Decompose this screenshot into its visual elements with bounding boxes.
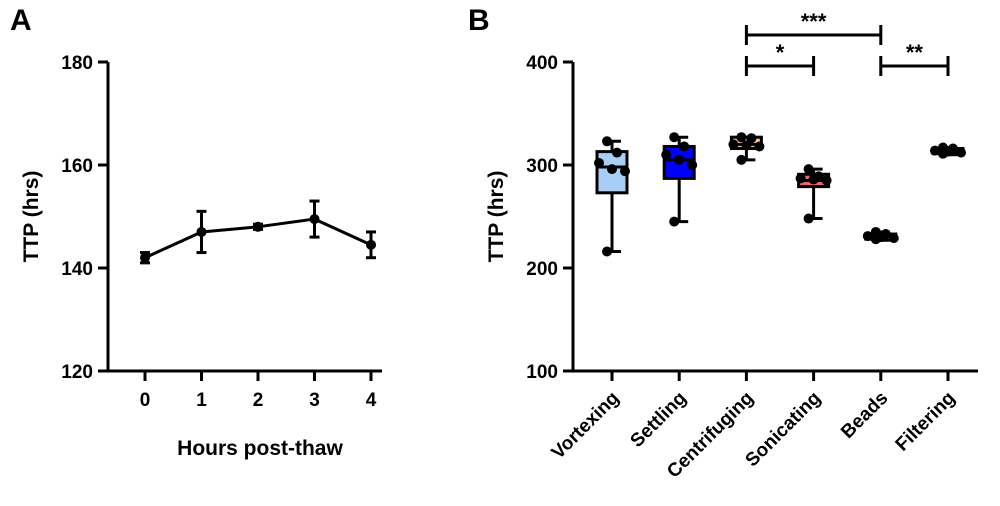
sig-label: *: [776, 40, 785, 65]
x-tick-label: 0: [140, 390, 151, 411]
data-point: [736, 154, 747, 165]
data-point: [607, 164, 617, 175]
x-tick-label: 4: [366, 390, 377, 411]
data-point: [687, 160, 698, 170]
x-tick-label: 2: [253, 390, 264, 411]
data-point: [930, 145, 940, 156]
y-axis-label: TTP (hrs): [20, 171, 43, 263]
x-axis-label: Hours post-thaw: [177, 437, 343, 460]
x-category-label: Vortexing: [548, 388, 624, 464]
x-category-label: Beads: [837, 388, 892, 443]
chart-a: 120 140 160 180 0 1 2 3 4 TTP (hrs) Hours post-tha…: [20, 53, 382, 460]
data-point: [620, 166, 630, 177]
y-tick-label: 120: [61, 362, 93, 383]
data-point: [754, 141, 765, 152]
y-tick-label: 400: [526, 53, 558, 74]
sig-label: ***: [801, 9, 827, 34]
data-point: [736, 132, 747, 143]
data-point: [661, 149, 672, 160]
x-tick-label: 3: [309, 390, 320, 411]
data-point: [602, 246, 612, 257]
x-tick-label: 1: [196, 390, 207, 411]
sig-label: **: [906, 40, 924, 65]
data-point: [594, 157, 604, 168]
data-point: [803, 213, 814, 224]
data-point: [196, 226, 207, 237]
data-point: [309, 214, 320, 225]
y-tick-label: 160: [61, 156, 93, 177]
data-point: [741, 140, 752, 151]
data-point: [366, 239, 376, 250]
data-point: [808, 174, 819, 185]
y-tick-label: 100: [526, 362, 558, 383]
data-point: [669, 216, 680, 227]
y-tick-label: 140: [61, 259, 93, 280]
x-category-label: Settling: [627, 388, 691, 452]
data-point: [674, 154, 685, 165]
data-point: [821, 175, 832, 186]
data-point: [612, 147, 622, 158]
data-point: [669, 132, 680, 143]
data-point: [938, 148, 948, 159]
x-category-label: Filtering: [892, 388, 960, 456]
y-axis-label: TTP (hrs): [485, 171, 508, 263]
data-point: [803, 164, 814, 175]
data-point: [795, 173, 806, 184]
data-point: [253, 221, 263, 232]
panel-letter-a: A: [10, 4, 32, 37]
data-point: [862, 231, 873, 242]
y-tick-label: 200: [526, 259, 558, 280]
data-point: [728, 139, 739, 150]
y-tick-label: 180: [61, 53, 93, 74]
data-point: [602, 136, 612, 147]
y-tick-label: 300: [526, 156, 558, 177]
panel-letter-b: B: [468, 4, 490, 37]
data-point: [679, 141, 690, 152]
data-point: [746, 133, 757, 144]
data-point: [140, 252, 150, 263]
data-point: [870, 234, 881, 245]
data-point: [888, 233, 899, 244]
data-point: [956, 147, 966, 158]
